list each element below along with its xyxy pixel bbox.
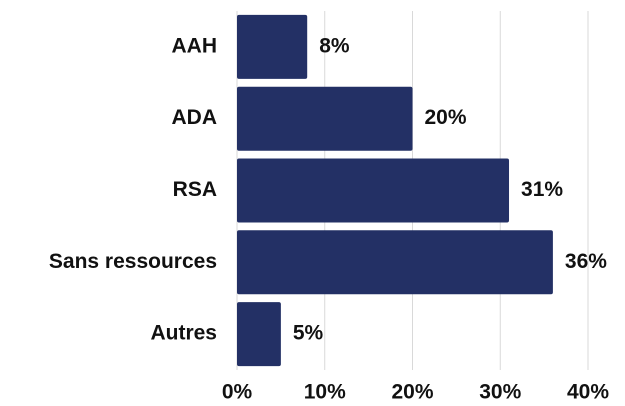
y-tick-label: Autres [150, 322, 217, 345]
bar [237, 14, 308, 79]
y-tick-label: AAH [172, 34, 218, 57]
bar [237, 230, 553, 295]
bar [237, 302, 281, 367]
bar [237, 158, 510, 223]
y-tick-label: RSA [173, 178, 217, 201]
bar [237, 86, 413, 151]
data-label: 31% [521, 178, 563, 201]
x-tick-label: 10% [304, 381, 346, 404]
x-tick-label: 40% [567, 381, 609, 404]
data-label: 20% [425, 106, 467, 129]
x-tick-label: 20% [391, 381, 433, 404]
data-label: 8% [319, 34, 350, 57]
x-tick-label: 0% [222, 381, 253, 404]
y-tick-label: ADA [172, 106, 218, 129]
data-label: 36% [565, 250, 607, 273]
y-tick-label: Sans ressources [49, 250, 217, 273]
data-label: 5% [293, 322, 324, 345]
x-tick-label: 30% [479, 381, 521, 404]
